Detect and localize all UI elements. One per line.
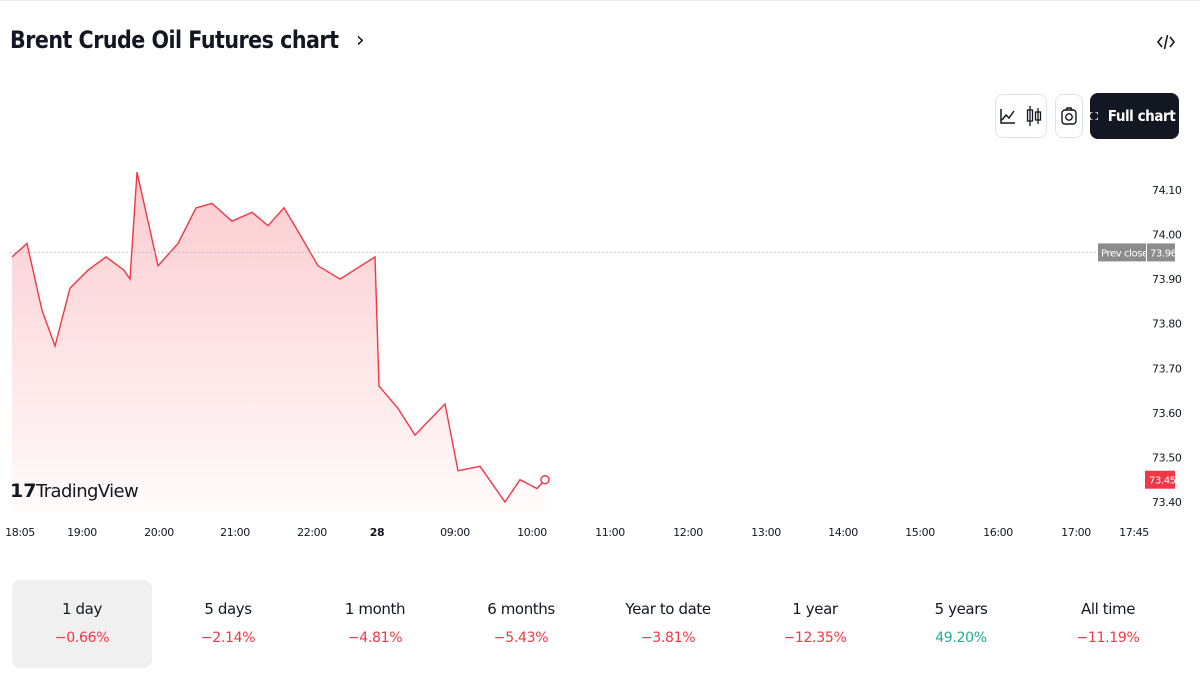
x-tick-label: 17:00 [1061,526,1091,539]
prev-close-tag [1098,243,1146,262]
x-tick-label: 13:00 [751,526,781,539]
range-tab[interactable]: All time −11.19% [1038,580,1178,668]
range-tab[interactable]: 1 year −12.35% [745,580,885,668]
x-tick-label: 10:00 [517,526,547,539]
range-change-value: −11.19% [1076,630,1140,646]
range-change-value: −5.43% [493,630,549,646]
plot-area [10,172,1098,512]
range-label: All time [1080,600,1136,618]
y-tick-label: 74.00 [1152,229,1182,242]
candlestick-icon[interactable] [1023,102,1045,130]
range-tab[interactable]: 5 years 49.20% [891,580,1031,668]
chevron-right-icon: › [355,27,365,53]
range-tab[interactable]: 1 day −0.66% [12,580,152,668]
x-tick-label: 16:00 [983,526,1013,539]
range-label: 1 year [792,600,838,618]
time-range-bar: 1 day −0.66% 5 days −2.14% 1 month −4.81% 6 mo… [0,580,1200,668]
x-tick-label: 09:00 [440,526,470,539]
range-tab[interactable]: 6 months −5.43% [451,580,591,668]
x-tick-label: 12:00 [673,526,703,539]
range-change-value: −12.35% [783,630,847,646]
price-line [11,172,546,504]
chart-style-toggle [995,94,1047,138]
range-change-value: −4.81% [347,630,403,646]
prev-close-value-tag [1147,243,1175,262]
y-tick-label: 73.50 [1152,451,1182,464]
last-price-tag [1145,470,1175,489]
code-icon[interactable] [1154,31,1178,53]
full-chart-label: Full chart [1107,107,1176,125]
y-tick-label: 73.60 [1152,407,1182,420]
y-tick-label: 74.10 [1152,184,1182,197]
range-label: 5 years [934,600,988,618]
range-label: 1 month [344,600,406,618]
range-label: 1 day [62,600,102,618]
range-change-value: −3.81% [640,630,696,646]
tradingview-wordmark: TradingView [35,481,138,502]
y-tick-label: 73.70 [1152,362,1182,375]
x-tick-label: 19:00 [67,526,97,539]
x-tick-label: 11:00 [595,526,625,539]
range-tab[interactable]: Year to date −3.81% [598,580,738,668]
y-tick-label: 73.80 [1152,318,1182,331]
range-change-value: −0.66% [54,630,110,646]
prev-close-value: 73.96 [1150,248,1177,259]
svg-text:𝟭𝟳: 𝟭𝟳 [10,480,36,502]
range-change-value: 49.20% [935,630,987,646]
last-price-marker [540,474,550,485]
x-tick-label: 21:00 [220,526,250,539]
area-chart-icon[interactable] [997,102,1019,130]
tradingview-logo: 𝟭𝟳 TradingView [10,480,139,502]
x-tick-label: 22:00 [297,526,327,539]
x-tick-label: 15:00 [905,526,935,539]
axes: 74.10 74.00 73.90 73.80 73.70 73.60 73.50 73.40… [5,184,1182,539]
chart-title-link[interactable]: Brent Crude Oil Futures chart › [10,26,365,54]
top-divider [0,0,1200,1]
range-label: 5 days [204,600,252,618]
price-chart[interactable]: 74.10 74.00 73.90 73.80 73.70 73.60 73.50 73.40… [0,150,1200,550]
x-tick-label: 28 [370,526,385,539]
full-chart-button[interactable]: Full chart [1090,93,1179,139]
range-tab[interactable]: 1 month −4.81% [305,580,445,668]
x-tick-label: 14:00 [828,526,858,539]
x-tick-label: 17:45 [1119,526,1149,539]
y-tick-label: 73.40 [1152,496,1182,509]
x-tick-label: 20:00 [144,526,174,539]
y-tick-label: 73.90 [1152,273,1182,286]
prev-close-label: Prev close [1101,248,1148,259]
range-label: Year to date [625,600,711,618]
range-change-value: −2.14% [200,630,256,646]
range-tab[interactable]: 5 days −2.14% [158,580,298,668]
last-price-value: 73.45 [1149,476,1176,487]
expand-icon [1090,112,1098,120]
x-tick-label: 18:05 [5,526,35,539]
range-label: 6 months [487,600,555,618]
page-title: Brent Crude Oil Futures chart [10,26,339,54]
price-area [12,172,545,512]
camera-icon[interactable] [1055,94,1083,138]
